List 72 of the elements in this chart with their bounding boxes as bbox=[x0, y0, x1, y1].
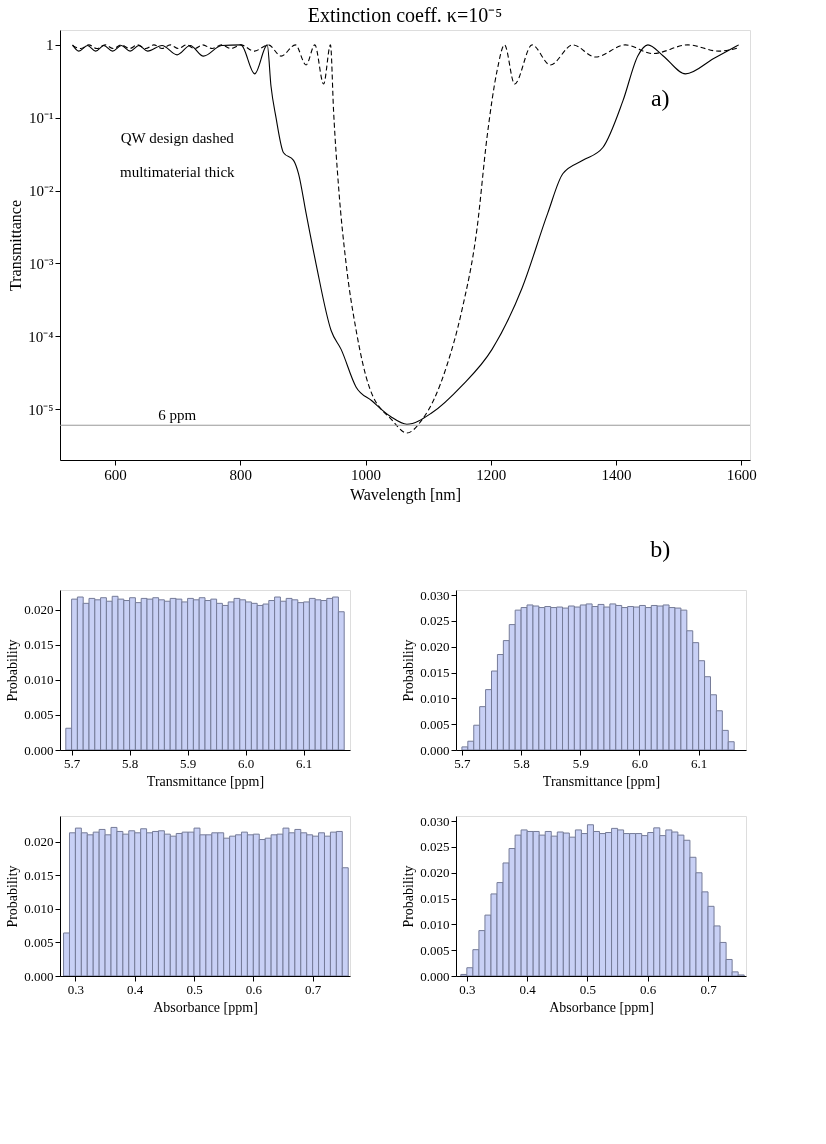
y-tick-label: 0.020 bbox=[420, 865, 450, 881]
y-tick-label: 10⁻³ bbox=[29, 255, 54, 272]
y-tick-label: 0.020 bbox=[420, 639, 450, 655]
x-tick-label: 5.8 bbox=[513, 755, 530, 771]
x-tick-label: 0.4 bbox=[127, 981, 144, 997]
y-axis-title: Probability bbox=[401, 639, 417, 702]
y-tick-label: 0.000 bbox=[420, 742, 450, 758]
x-tick-label: 5.7 bbox=[63, 755, 81, 771]
y-tick-label: 0.010 bbox=[420, 690, 450, 706]
x-tick-label: 0.3 bbox=[67, 981, 85, 997]
x-tick-label: 0.6 bbox=[640, 981, 657, 997]
y-tick-label: 0.025 bbox=[420, 839, 450, 855]
x-tick-label: 0.5 bbox=[186, 981, 203, 997]
y-tick-label: 0.005 bbox=[24, 934, 54, 950]
x-tick-label: 6.0 bbox=[237, 755, 255, 771]
y-tick-label: 0.015 bbox=[24, 867, 54, 883]
x-tick-label: 5.9 bbox=[179, 755, 197, 771]
y-tick-label: 10⁻¹ bbox=[29, 110, 54, 127]
y-tick-label: 0.000 bbox=[420, 968, 450, 984]
y-tick-label: 10⁻⁴ bbox=[28, 328, 54, 345]
annotation: QW design dashed bbox=[120, 129, 235, 146]
y-tick-label: 10⁻⁵ bbox=[28, 401, 54, 418]
x-tick-label: 0.3 bbox=[459, 981, 476, 997]
x-axis-title: Transmittance [ppm] bbox=[146, 773, 265, 789]
y-tick-label: 0.015 bbox=[24, 637, 54, 653]
y-tick-label: 0.010 bbox=[24, 901, 54, 917]
y-tick-label: 0.010 bbox=[24, 672, 54, 688]
x-tick-label: 0.7 bbox=[305, 981, 322, 997]
x-tick-label: 800 bbox=[229, 466, 253, 483]
y-tick-label: 0.015 bbox=[420, 891, 450, 907]
x-tick-label: 1600 bbox=[726, 466, 757, 483]
x-tick-label: 5.9 bbox=[572, 755, 589, 771]
y-tick-label: 0.020 bbox=[24, 602, 54, 618]
y-axis-title: Probability bbox=[401, 865, 417, 928]
x-axis-title: Absorbance [ppm] bbox=[153, 999, 258, 1015]
annotation: a) bbox=[650, 84, 670, 111]
y-tick-label: 10⁻² bbox=[29, 183, 54, 200]
y-tick-label: 0.005 bbox=[24, 707, 54, 723]
x-tick-label: 1000 bbox=[351, 466, 382, 483]
x-tick-label: 6.1 bbox=[691, 755, 708, 771]
text: b) bbox=[650, 536, 671, 563]
y-tick-label: 0.005 bbox=[420, 716, 450, 732]
x-tick-label: 600 bbox=[104, 466, 127, 483]
x-tick-label: 0.4 bbox=[519, 981, 537, 997]
chart-title: Extinction coeff. κ=10⁻⁵ bbox=[307, 4, 503, 26]
annotation: multimaterial thick bbox=[120, 163, 236, 180]
y-tick-label: 0.030 bbox=[420, 813, 450, 829]
x-axis-title: Absorbance [ppm] bbox=[549, 999, 654, 1015]
x-axis-title: Transmittance [ppm] bbox=[542, 773, 661, 789]
y-tick-label: 0.000 bbox=[24, 968, 54, 984]
x-tick-label: 5.7 bbox=[454, 755, 472, 771]
y-tick-label: 0.005 bbox=[420, 942, 450, 958]
ref-line-label: 6 ppm bbox=[158, 407, 197, 424]
y-tick-label: 0.000 bbox=[24, 742, 54, 758]
y-axis-title: Probability bbox=[5, 865, 21, 928]
y-tick-label: 0.020 bbox=[24, 834, 54, 850]
y-tick-label: 0.010 bbox=[420, 916, 450, 932]
y-tick-label: 0.015 bbox=[420, 665, 450, 681]
y-tick-label: 0.025 bbox=[420, 613, 450, 629]
x-tick-label: 0.6 bbox=[245, 981, 263, 997]
x-tick-label: 5.8 bbox=[121, 755, 139, 771]
x-tick-label: 6.1 bbox=[295, 755, 313, 771]
y-axis-title: Probability bbox=[5, 639, 21, 702]
x-tick-label: 1200 bbox=[476, 466, 507, 483]
x-tick-label: 0.7 bbox=[700, 981, 718, 997]
y-tick-label: 1 bbox=[46, 37, 54, 54]
x-tick-label: 0.5 bbox=[579, 981, 597, 997]
y-axis-title: Transmittance bbox=[7, 200, 25, 291]
y-tick-label: 0.030 bbox=[420, 587, 450, 603]
x-tick-label: 6.0 bbox=[631, 755, 649, 771]
x-tick-label: 1400 bbox=[601, 466, 632, 483]
x-axis-title: Wavelength [nm] bbox=[349, 485, 462, 504]
